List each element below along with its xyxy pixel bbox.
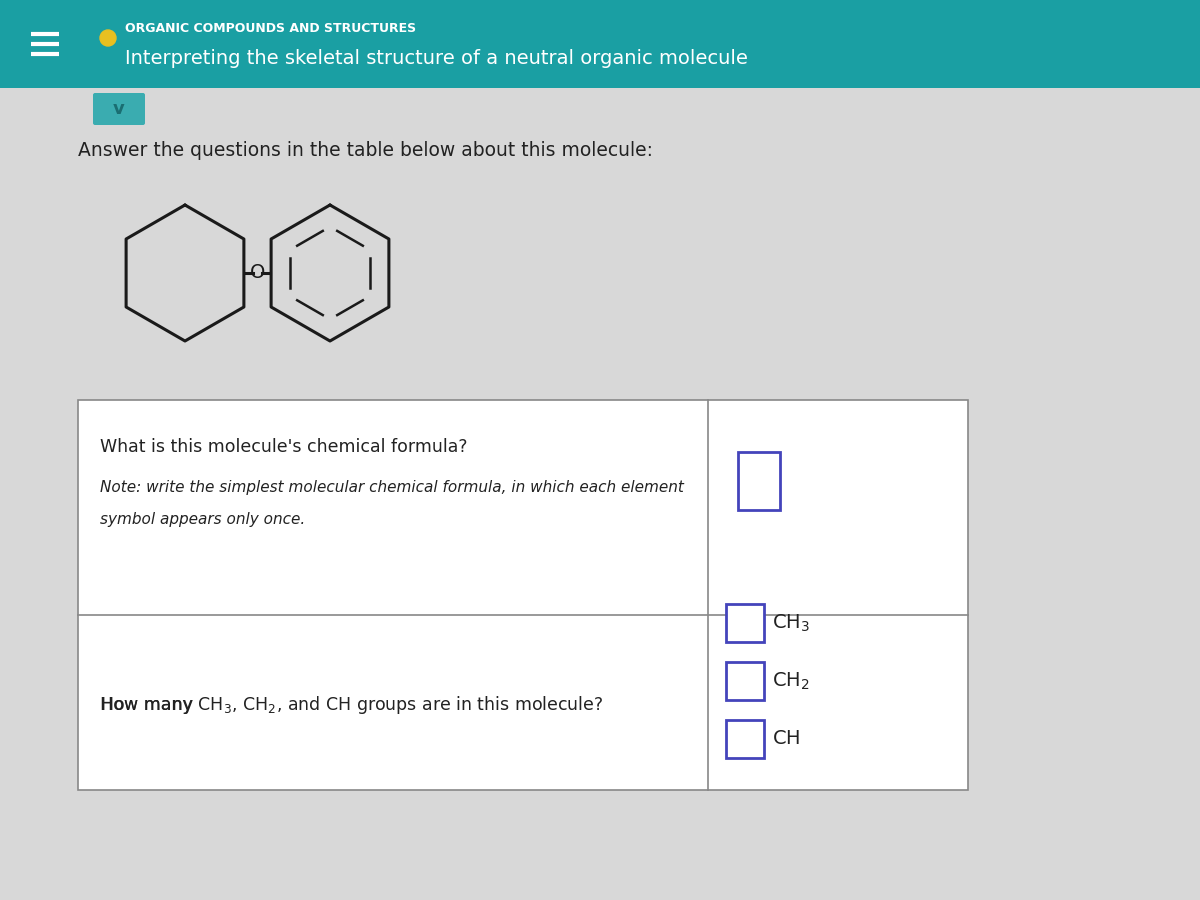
Text: How many $\mathrm{CH_3}$, $\mathrm{CH_2}$, and $\mathrm{CH}$ groups are in this : How many $\mathrm{CH_3}$, $\mathrm{CH_2}… xyxy=(100,694,604,716)
Circle shape xyxy=(100,30,116,46)
Text: Note: write the simplest molecular chemical formula, in which each element: Note: write the simplest molecular chemi… xyxy=(100,480,684,495)
Bar xyxy=(738,452,780,510)
Bar xyxy=(726,720,764,758)
Bar xyxy=(0,0,1200,88)
Text: $\mathrm{CH_2}$: $\mathrm{CH_2}$ xyxy=(772,670,810,691)
Text: symbol appears only once.: symbol appears only once. xyxy=(100,512,305,527)
Bar xyxy=(726,662,764,700)
Text: How many: How many xyxy=(100,696,198,714)
Text: What is this molecule's chemical formula?: What is this molecule's chemical formula… xyxy=(100,438,468,456)
Text: v: v xyxy=(113,100,125,118)
Text: $\mathrm{CH}$: $\mathrm{CH}$ xyxy=(772,730,800,749)
Text: Interpreting the skeletal structure of a neutral organic molecule: Interpreting the skeletal structure of a… xyxy=(125,49,748,68)
Bar xyxy=(78,400,968,790)
Text: Answer the questions in the table below about this molecule:: Answer the questions in the table below … xyxy=(78,140,653,159)
Text: ORGANIC COMPOUNDS AND STRUCTURES: ORGANIC COMPOUNDS AND STRUCTURES xyxy=(125,22,416,34)
Text: $\mathrm{CH_3}$: $\mathrm{CH_3}$ xyxy=(772,612,810,634)
FancyBboxPatch shape xyxy=(94,93,145,125)
Text: O: O xyxy=(250,264,265,283)
Bar xyxy=(726,604,764,642)
